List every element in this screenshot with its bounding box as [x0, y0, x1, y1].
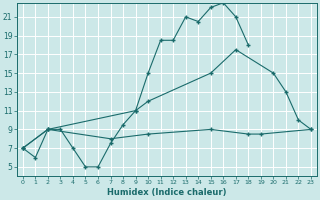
- X-axis label: Humidex (Indice chaleur): Humidex (Indice chaleur): [107, 188, 227, 197]
